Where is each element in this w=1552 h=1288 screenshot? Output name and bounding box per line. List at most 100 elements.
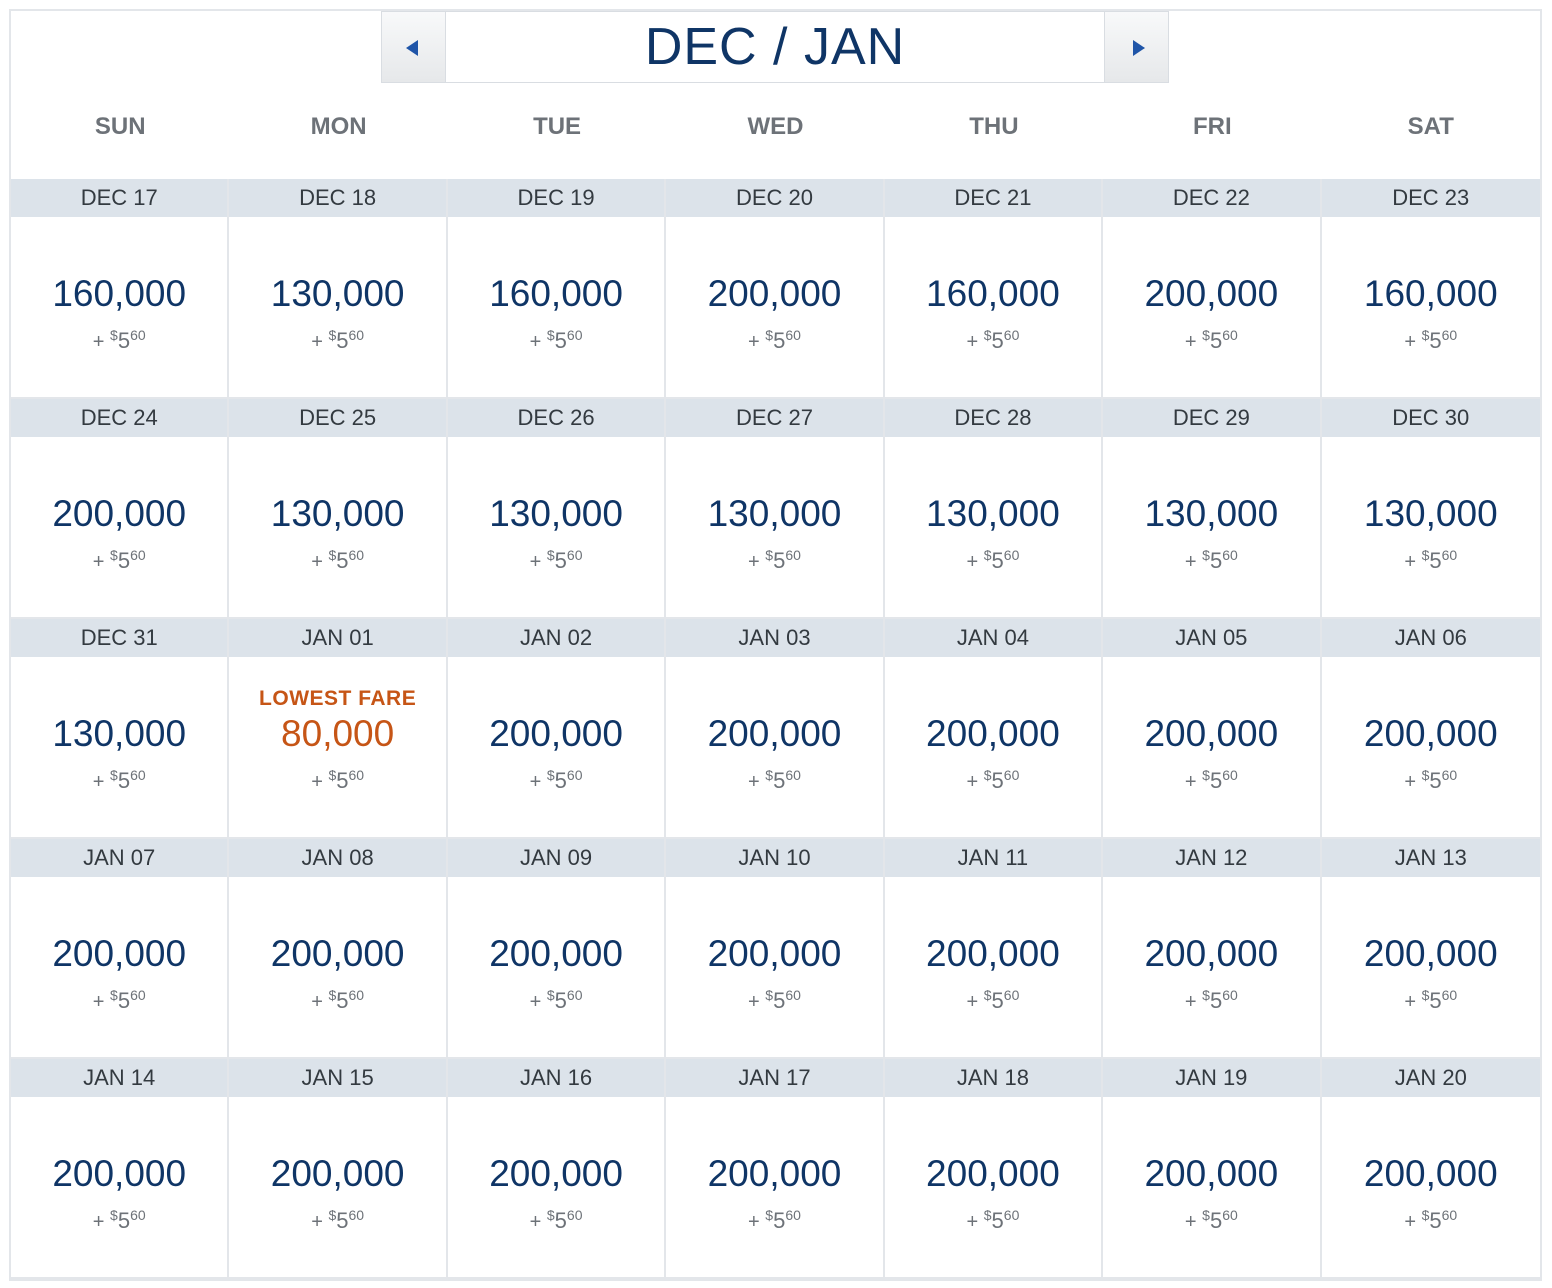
day-cell[interactable]: DEC 28 130,000 + $560 — [884, 399, 1104, 619]
day-cell[interactable]: JAN 11 200,000 + $560 — [884, 839, 1104, 1059]
fee-plus: + — [92, 771, 105, 793]
fare-miles: 200,000 — [489, 713, 623, 754]
fee-dollars: 5 — [1209, 548, 1223, 573]
fee-plus: + — [92, 991, 105, 1013]
fare-miles: 200,000 — [1363, 1153, 1498, 1194]
day-cell[interactable]: JAN 04 200,000 + $560 — [884, 619, 1104, 839]
fare-info: 130,000 + $560 — [885, 437, 1101, 617]
fee-plus: + — [1404, 331, 1417, 353]
day-cell[interactable]: JAN 16 200,000 + $560 — [447, 1059, 667, 1279]
fare-miles: 200,000 — [707, 713, 842, 754]
weekday-label: WED — [747, 113, 804, 140]
fee-currency: $ — [328, 1207, 337, 1223]
fee-cents: 60 — [1003, 987, 1020, 1003]
day-cell[interactable]: DEC 22 200,000 + $560 — [1103, 179, 1322, 399]
fare-info: 200,000 + $560 — [448, 657, 664, 837]
day-cell[interactable]: DEC 20 200,000 + $560 — [666, 179, 885, 399]
day-cell[interactable]: JAN 02 200,000 + $560 — [447, 619, 667, 839]
day-cell[interactable]: DEC 31 130,000 + $560 — [11, 619, 230, 839]
day-cell[interactable]: DEC 21 160,000 + $560 — [884, 179, 1104, 399]
fare-miles: 200,000 — [270, 1153, 405, 1194]
day-cell[interactable]: JAN 07 200,000 + $560 — [11, 839, 230, 1059]
day-cell[interactable]: JAN 17 200,000 + $560 — [666, 1059, 885, 1279]
fare-info: 160,000 + $560 — [1322, 217, 1540, 397]
fee-currency: $ — [1421, 987, 1430, 1003]
fee-currency: $ — [546, 547, 555, 563]
day-cell[interactable]: JAN 10 200,000 + $560 — [666, 839, 885, 1059]
day-cell[interactable]: DEC 30 130,000 + $560 — [1321, 399, 1540, 619]
day-cell[interactable]: JAN 15 200,000 + $560 — [229, 1059, 448, 1279]
lowest-fare-label: LOWEST FARE — [259, 687, 417, 710]
day-date: JAN 14 — [11, 1059, 228, 1097]
day-cell[interactable]: JAN 18 200,000 + $560 — [884, 1059, 1104, 1279]
day-date: JAN 15 — [229, 1059, 446, 1097]
day-cell[interactable]: DEC 25 130,000 + $560 — [229, 399, 448, 619]
day-cell[interactable]: JAN 03 200,000 + $560 — [666, 619, 885, 839]
day-cell[interactable]: JAN 05 200,000 + $560 — [1103, 619, 1322, 839]
fee-currency: $ — [1421, 547, 1430, 563]
fare-info: 200,000 + $560 — [666, 657, 882, 837]
day-date: JAN 20 — [1321, 1059, 1540, 1097]
fare-info: 130,000 + $560 — [229, 217, 445, 397]
fee-cents: 60 — [1003, 767, 1020, 783]
next-month-button[interactable] — [1104, 12, 1168, 82]
day-cell[interactable]: JAN 12 200,000 + $560 — [1103, 839, 1322, 1059]
day-date: JAN 19 — [1103, 1059, 1320, 1097]
day-cell[interactable]: DEC 29 130,000 + $560 — [1103, 399, 1322, 619]
day-cell[interactable]: DEC 26 130,000 + $560 — [447, 399, 667, 619]
day-cell[interactable]: DEC 18 130,000 + $560 — [229, 179, 448, 399]
day-date: JAN 09 — [447, 839, 665, 877]
fare-miles: 130,000 — [52, 713, 187, 754]
fee-plus: + — [1184, 1211, 1197, 1233]
fare-miles: 200,000 — [1144, 933, 1279, 974]
fee-dollars: 5 — [1209, 328, 1223, 353]
day-cell[interactable]: JAN 09 200,000 + $560 — [447, 839, 667, 1059]
fare-fee: + $560 — [448, 327, 664, 354]
fare-miles: 130,000 — [489, 493, 623, 534]
day-cell[interactable]: DEC 23 160,000 + $560 — [1321, 179, 1540, 399]
fare-info: 200,000 + $560 — [11, 1097, 227, 1277]
day-cell[interactable]: JAN 08 200,000 + $560 — [229, 839, 448, 1059]
fee-dollars: 5 — [991, 1208, 1004, 1233]
fee-currency: $ — [1202, 987, 1210, 1003]
fare-miles: 130,000 — [1144, 493, 1279, 534]
previous-month-button[interactable] — [382, 12, 446, 82]
fee-currency: $ — [110, 547, 118, 563]
day-date: JAN 18 — [884, 1059, 1102, 1097]
fee-dollars: 5 — [1209, 1208, 1223, 1233]
calendar-grid: DEC 17 160,000 + $560 DEC 18 130,000 + $560 DE… — [11, 179, 1540, 1279]
day-cell[interactable]: JAN 20 200,000 + $560 — [1321, 1059, 1540, 1279]
fee-dollars: 5 — [554, 1208, 567, 1233]
fee-cents: 60 — [130, 327, 146, 343]
fee-cents: 60 — [1222, 987, 1238, 1003]
day-cell[interactable]: JAN 06 200,000 + $560 — [1321, 619, 1540, 839]
fee-currency: $ — [1421, 1207, 1430, 1223]
fare-miles: 160,000 — [489, 273, 623, 314]
fare-miles: 200,000 — [1144, 1153, 1279, 1194]
fee-cents: 60 — [785, 987, 801, 1003]
day-date: DEC 18 — [229, 179, 446, 217]
fare-info: 130,000 + $560 — [11, 657, 227, 837]
day-date: DEC 17 — [11, 179, 228, 217]
fee-cents: 60 — [1441, 547, 1458, 563]
fee-dollars: 5 — [554, 328, 567, 353]
fare-info: 130,000 + $560 — [1103, 437, 1319, 617]
day-cell[interactable]: DEC 17 160,000 + $560 — [11, 179, 230, 399]
fare-miles: 200,000 — [707, 273, 842, 314]
fee-currency: $ — [546, 987, 555, 1003]
fee-plus: + — [748, 771, 760, 793]
fare-miles: 200,000 — [52, 1153, 187, 1194]
day-cell[interactable]: DEC 27 130,000 + $560 — [666, 399, 885, 619]
day-cell[interactable]: JAN 14 200,000 + $560 — [11, 1059, 230, 1279]
day-cell[interactable]: DEC 19 160,000 + $560 — [447, 179, 667, 399]
day-cell[interactable]: JAN 19 200,000 + $560 — [1103, 1059, 1322, 1279]
day-cell[interactable]: JAN 01 LOWEST FARE 80,000 + $560 — [229, 619, 448, 839]
fare-fee: + $560 — [229, 1207, 445, 1234]
day-date: JAN 01 — [229, 619, 446, 657]
fee-currency: $ — [765, 987, 774, 1003]
fee-dollars: 5 — [1429, 988, 1442, 1013]
day-cell[interactable]: JAN 13 200,000 + $560 — [1321, 839, 1540, 1059]
fee-cents: 60 — [130, 1207, 146, 1223]
day-date: DEC 19 — [447, 179, 665, 217]
day-cell[interactable]: DEC 24 200,000 + $560 — [11, 399, 230, 619]
